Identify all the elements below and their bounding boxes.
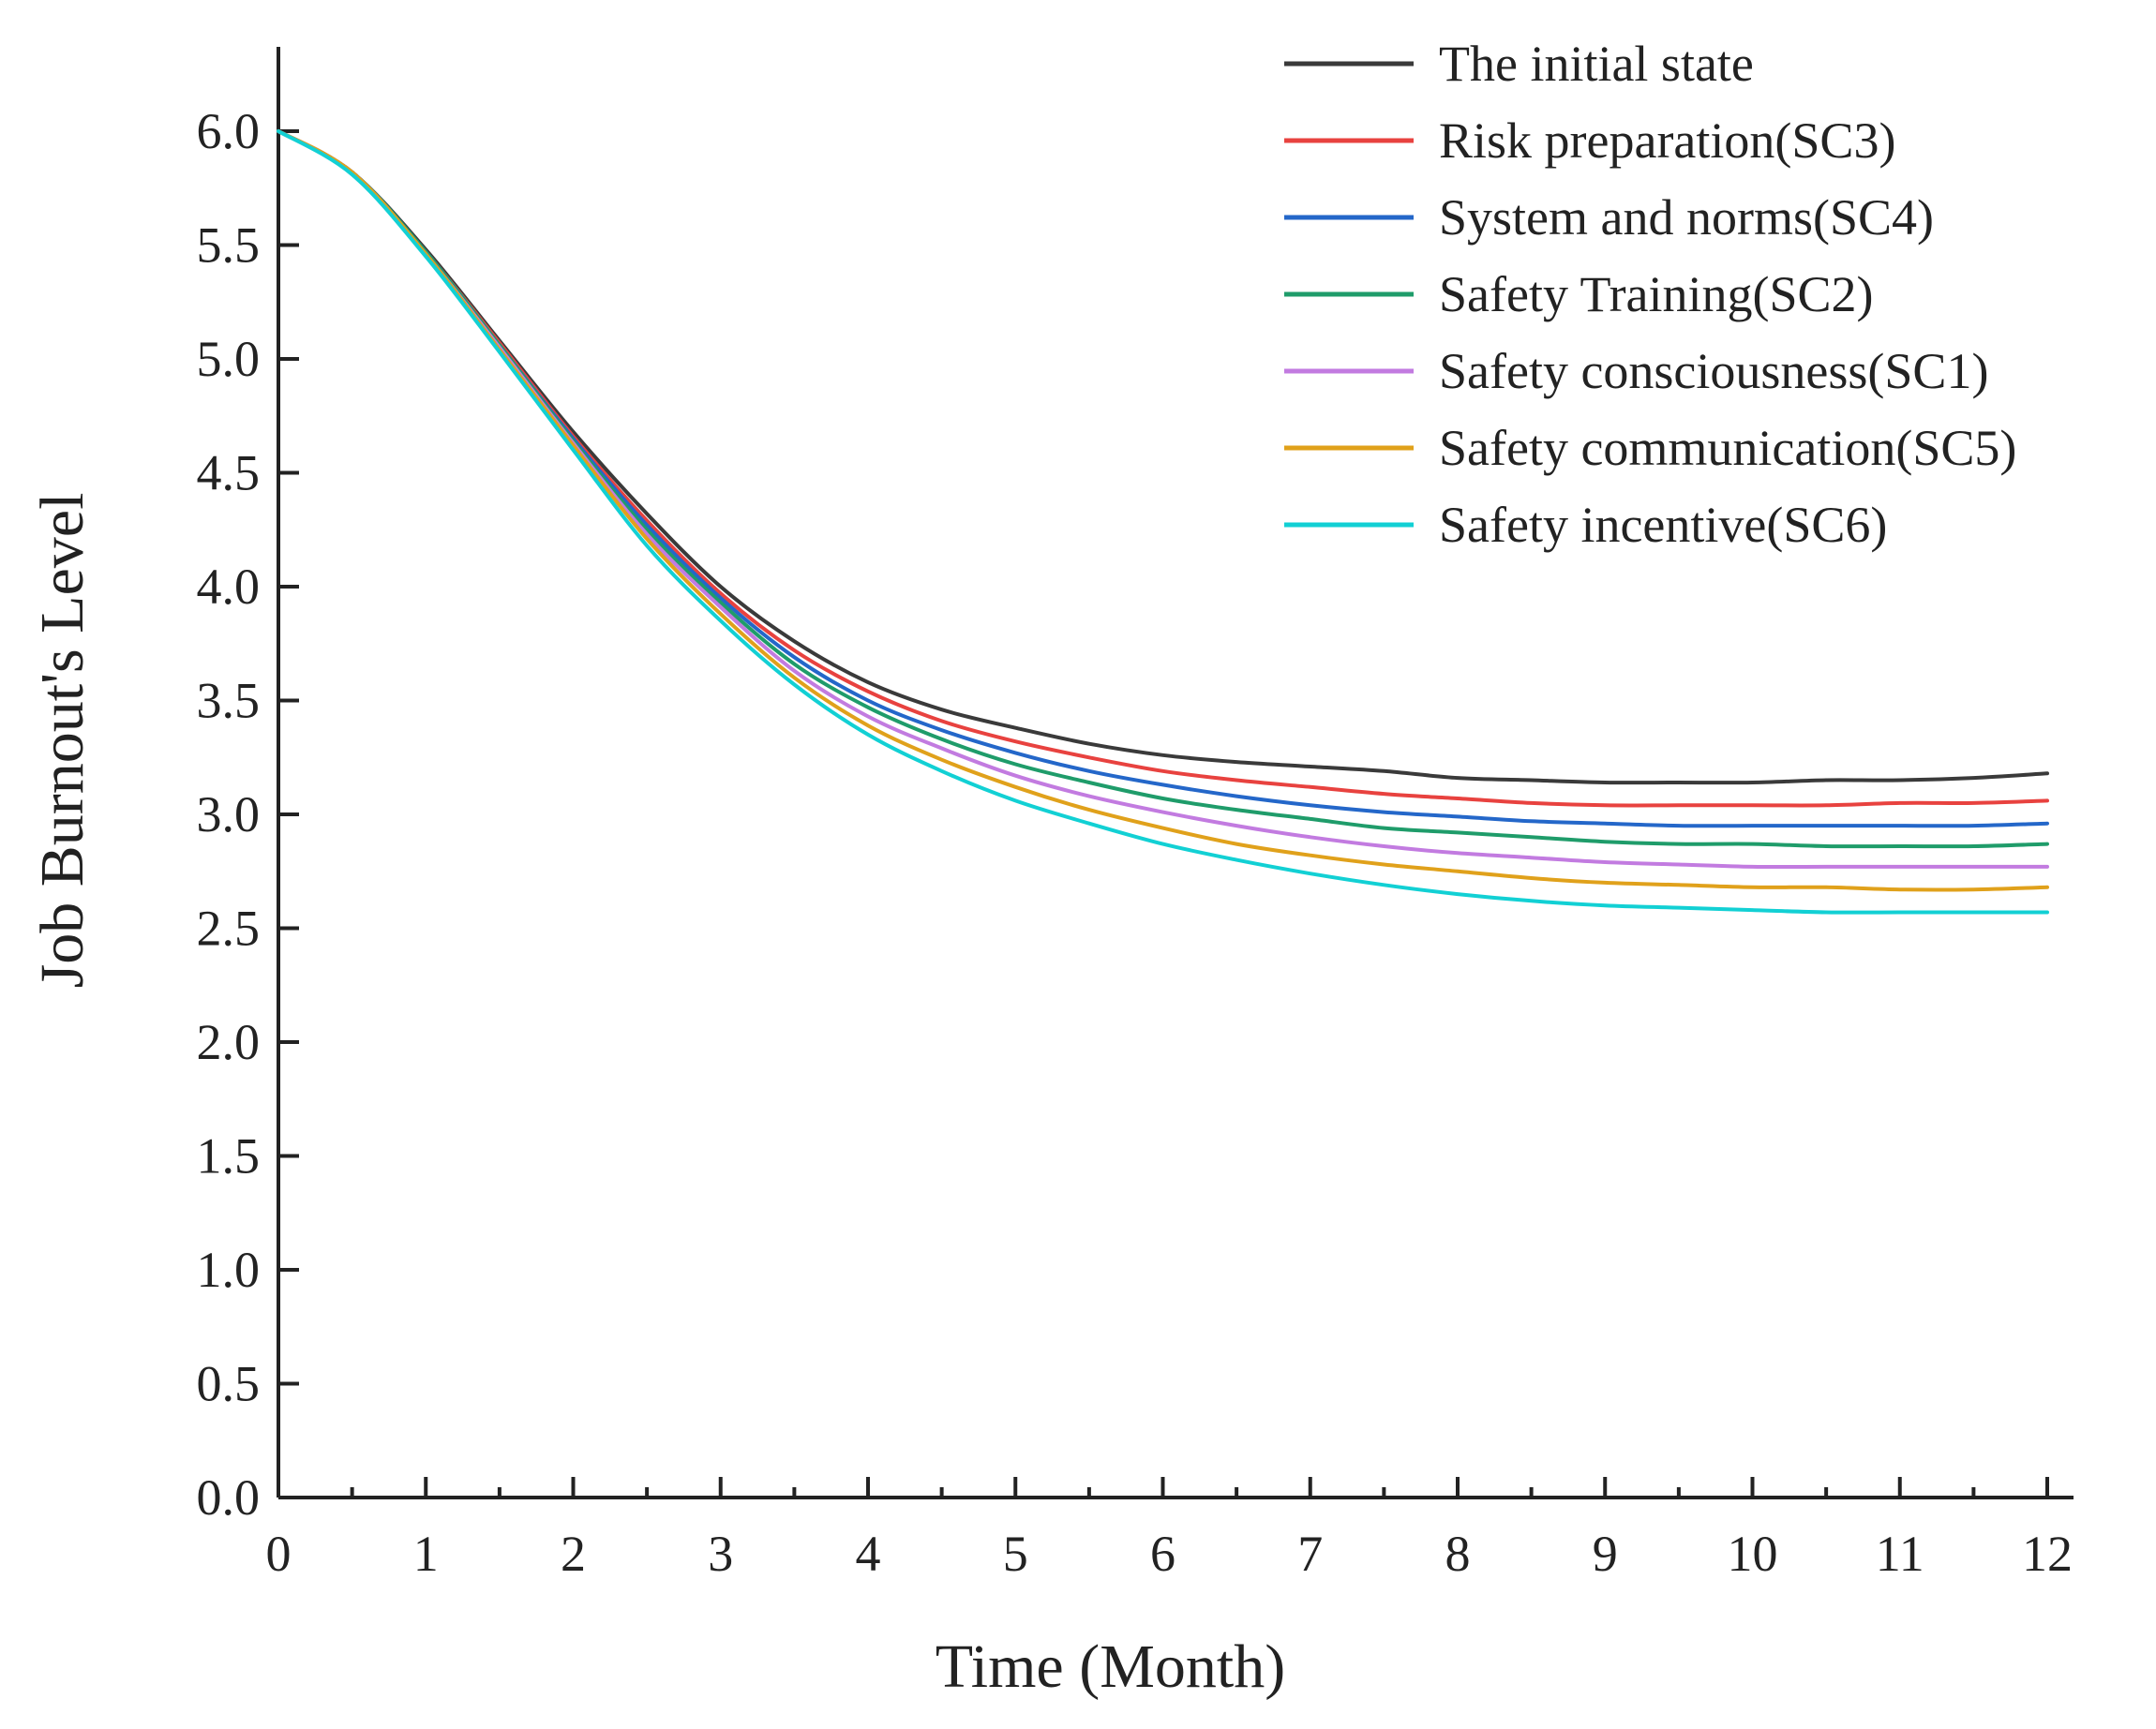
y-tick-label: 4.0 xyxy=(197,559,261,615)
x-tick-label: 3 xyxy=(708,1526,733,1582)
legend-label: The initial state xyxy=(1439,36,1754,92)
y-tick-label: 1.0 xyxy=(197,1242,261,1298)
y-tick-label: 5.5 xyxy=(197,217,261,274)
x-tick-label: 12 xyxy=(2022,1526,2073,1582)
legend-label: Safety incentive(SC6) xyxy=(1439,497,1887,553)
y-tick-label: 2.5 xyxy=(197,901,261,957)
series-line xyxy=(277,129,2049,785)
y-tick-label: 1.5 xyxy=(197,1128,261,1185)
y-axis-title: Job Burnout's Level xyxy=(28,493,97,989)
legend: The initial state Risk preparation(SC3) Sy… xyxy=(1284,36,2016,553)
x-tick-label: 10 xyxy=(1728,1526,1778,1582)
y-tick-label: 2.0 xyxy=(197,1014,261,1070)
legend-label: Risk preparation(SC3) xyxy=(1439,112,1895,169)
series-line xyxy=(277,129,2049,915)
legend-label: System and norms(SC4) xyxy=(1439,189,1934,246)
legend-label: Safety Training(SC2) xyxy=(1439,266,1874,322)
y-tick-label: 0.5 xyxy=(197,1356,261,1412)
y-tick-label: 5.0 xyxy=(197,331,261,387)
legend-label: Safety communication(SC5) xyxy=(1439,420,2016,476)
x-tick-label: 1 xyxy=(413,1526,439,1582)
y-tick-label: 0.0 xyxy=(197,1469,261,1526)
y-tick-label: 3.0 xyxy=(197,786,261,842)
x-tick-label: 11 xyxy=(1876,1526,1924,1582)
y-tick-label: 4.5 xyxy=(197,445,261,501)
y-tick-label: 6.0 xyxy=(197,103,261,159)
series-line xyxy=(277,129,2049,892)
y-tick-label: 3.5 xyxy=(197,673,261,729)
series-lines xyxy=(277,129,2049,915)
x-tick-label: 7 xyxy=(1297,1526,1323,1582)
x-tick-label: 0 xyxy=(266,1526,292,1582)
ticks: 0 1 2 3 4 5 6 7 8 9 10 11 120.00.51.01.52.02.53.03.5… xyxy=(197,103,2074,1582)
x-tick-label: 5 xyxy=(1003,1526,1028,1582)
legend-label: Safety consciousness(SC1) xyxy=(1439,343,1988,399)
x-tick-label: 6 xyxy=(1150,1526,1175,1582)
x-tick-label: 8 xyxy=(1445,1526,1471,1582)
x-tick-label: 2 xyxy=(561,1526,586,1582)
x-tick-label: 9 xyxy=(1593,1526,1618,1582)
axes xyxy=(277,47,2074,1499)
x-tick-label: 4 xyxy=(856,1526,881,1582)
x-axis-title: Time (Month) xyxy=(936,1632,1285,1701)
